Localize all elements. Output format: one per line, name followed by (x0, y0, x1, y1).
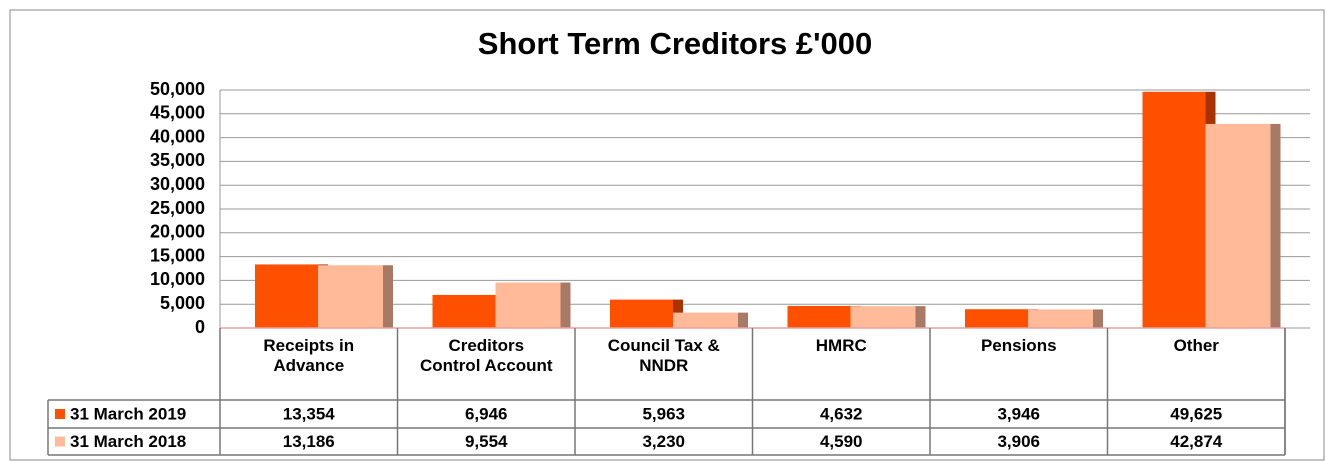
table-value: 4,590 (820, 432, 863, 451)
bar (255, 264, 318, 328)
y-tick-label: 10,000 (150, 269, 205, 289)
bar-side (1270, 123, 1281, 328)
category-label: Pensions (980, 336, 1057, 355)
y-tick-label: 15,000 (150, 245, 205, 265)
bar-side (738, 312, 748, 328)
chart-frame (9, 9, 1325, 461)
table-value: 4,632 (820, 404, 863, 423)
bar-side (915, 306, 926, 328)
bar-side (383, 265, 393, 328)
bar (1028, 309, 1093, 328)
legend-label: 31 March 2018 (70, 432, 186, 451)
bar (1142, 91, 1206, 328)
bar (965, 309, 1028, 328)
table-value: 3,906 (997, 432, 1040, 451)
y-tick-label: 50,000 (150, 79, 205, 99)
table-value: 3,946 (997, 404, 1040, 423)
bar-side (560, 282, 571, 328)
table-value: 13,186 (283, 432, 335, 451)
bar (673, 312, 738, 328)
chart-title: Short Term Creditors £'000 (478, 26, 872, 61)
table-value: 6,946 (465, 404, 508, 423)
category-label: Council Tax & NNDR (607, 336, 720, 375)
y-tick-label: 40,000 (150, 126, 205, 146)
bar (610, 299, 673, 328)
y-tick-label: 30,000 (150, 174, 205, 194)
bar (495, 282, 561, 328)
category-label: Receipts in Advance (263, 336, 355, 375)
table-value: 13,354 (283, 404, 336, 423)
bar (1205, 123, 1271, 328)
table-value: 9,554 (465, 432, 508, 451)
table-value: 3,230 (642, 432, 685, 451)
legend-swatch (55, 409, 65, 419)
y-tick-label: 35,000 (150, 150, 205, 170)
legend-swatch (55, 436, 65, 447)
table-value: 42,874 (1170, 432, 1223, 451)
bar (787, 305, 851, 328)
y-tick-label: 5,000 (160, 293, 205, 313)
bar-side (1093, 309, 1103, 328)
legend-label: 31 March 2019 (70, 404, 186, 423)
category-label: Other (1173, 336, 1219, 355)
table-value: 49,625 (1170, 404, 1222, 423)
bar (850, 306, 916, 328)
y-tick-label: 20,000 (150, 222, 205, 242)
y-tick-label: 45,000 (150, 103, 205, 123)
category-label: HMRC (815, 336, 867, 355)
table-value: 5,963 (642, 404, 685, 423)
category-label: Creditors Control Account (419, 336, 553, 375)
y-tick-label: 25,000 (150, 198, 205, 218)
bar (432, 294, 496, 328)
y-tick-label: 0 (195, 317, 205, 337)
bar (318, 265, 383, 328)
